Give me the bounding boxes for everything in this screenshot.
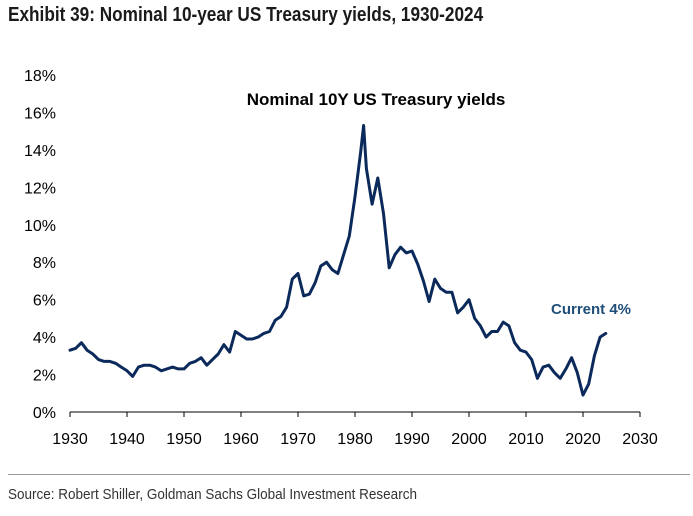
- y-tick-label: 8%: [33, 255, 56, 272]
- y-tick-label: 18%: [24, 68, 56, 85]
- source-divider: [8, 474, 690, 475]
- x-tick-label: 2020: [565, 431, 601, 448]
- x-tick-label: 2010: [508, 431, 544, 448]
- y-tick-label: 0%: [33, 405, 56, 422]
- x-tick-label: 1980: [337, 431, 373, 448]
- x-tick-label: 1960: [223, 431, 259, 448]
- x-axis: 1930 1940 1950 1960 1970 1980 1990 2000 2010 2020…: [52, 412, 658, 448]
- source-note: Source: Robert Shiller, Goldman Sachs Gl…: [8, 486, 417, 503]
- x-tick-label: 1970: [280, 431, 316, 448]
- annotation-current: Current 4%: [551, 301, 631, 318]
- x-tick-label: 1990: [394, 431, 430, 448]
- y-tick-label: 6%: [33, 293, 56, 310]
- series-line: [68, 124, 608, 397]
- y-tick-label: 12%: [24, 180, 56, 197]
- x-tick-label: 2030: [622, 431, 658, 448]
- y-tick-label: 4%: [33, 330, 56, 347]
- x-tick-label: 2000: [451, 431, 487, 448]
- y-tick-label: 10%: [24, 218, 56, 235]
- chart-title: Nominal 10Y US Treasury yields: [247, 90, 506, 109]
- y-tick-label: 16%: [24, 105, 56, 122]
- x-tick-label: 1950: [166, 431, 202, 448]
- exhibit-title: Exhibit 39: Nominal 10-year US Treasury …: [8, 4, 484, 26]
- chart: 0%2%4%6%8%10%12%14%16%18% 1930 1940 1950 19…: [24, 68, 658, 448]
- x-tick-label: 1930: [52, 431, 88, 448]
- y-tick-label: 14%: [24, 143, 56, 160]
- y-tick-label: 2%: [33, 368, 56, 385]
- x-tick-label: 1940: [109, 431, 145, 448]
- y-axis: 0% 2% 4% 6% 8% 10% 12% 14% 16% 18%: [24, 68, 56, 422]
